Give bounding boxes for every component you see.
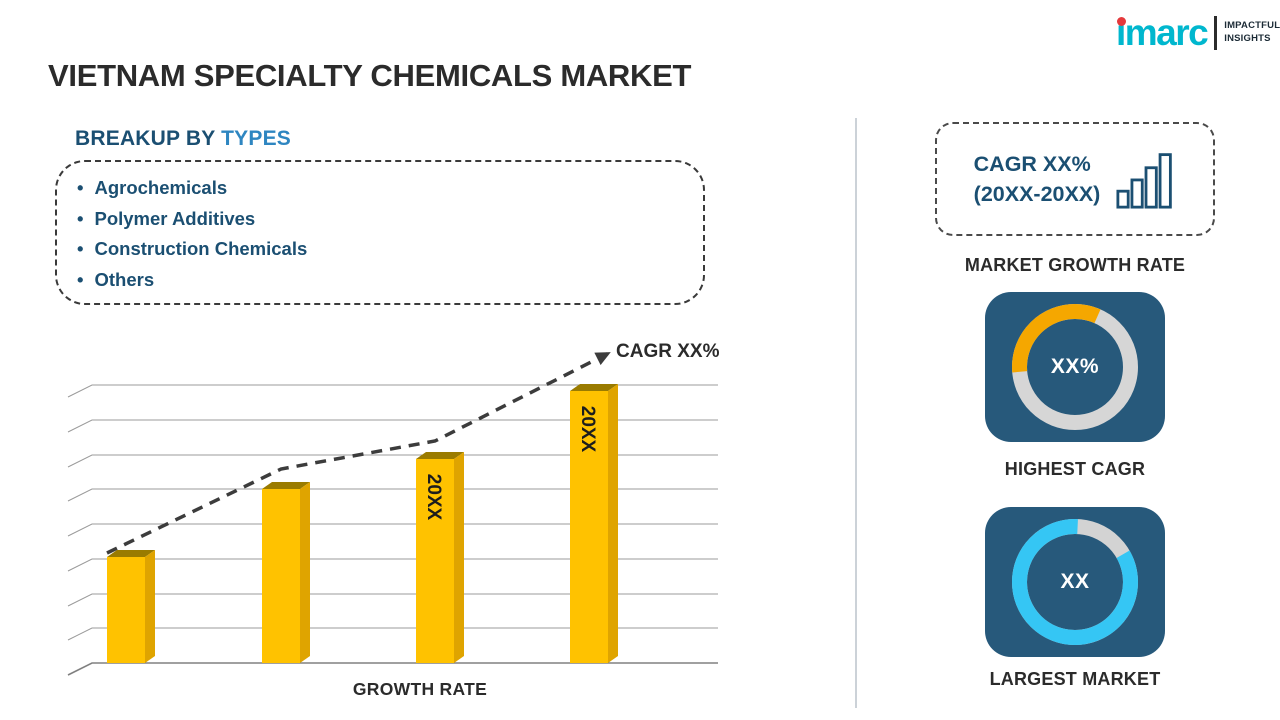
list-item: • Others [77,265,703,296]
vertical-divider [855,118,857,708]
largest-market-value: XX [1060,570,1090,593]
breakup-heading: BREAKUP BY TYPES [75,127,291,151]
chart-gridlines [67,384,718,676]
highest-cagr-label: HIGHEST CAGR [1004,459,1146,479]
bar-side [454,452,464,663]
list-item: • Construction Chemicals [77,234,703,265]
list-item: • Polymer Additives [77,204,703,235]
cagr-text: CAGR XX% (20XX-20XX) [974,149,1101,209]
chart-x-axis-label: GROWTH RATE [352,679,488,699]
logo-divider [1214,15,1218,50]
market-growth-rate-box: CAGR XX% (20XX-20XX) [935,122,1215,236]
growth-bars-icon [1116,153,1173,209]
bar [416,459,454,663]
bullet-icon: • [77,207,84,229]
donut-segment [1012,519,1138,645]
list-item-label: Polymer Additives [94,207,256,229]
types-list: • Agrochemicals • Polymer Additives • Const… [77,173,703,295]
bullet-icon: • [77,268,84,290]
bar-side [300,482,310,663]
bar [570,391,608,663]
bar-top [107,550,155,557]
list-item-label: Construction Chemicals [94,238,308,259]
list-item-label: Agrochemicals [94,177,228,198]
bar-chart: 20XX 20XX [67,351,718,676]
imarc-logo-text: imarc [1116,12,1209,53]
bar [107,557,145,663]
list-item-label: Others [94,268,155,290]
bar-side [145,550,155,663]
list-item: • Agrochemicals [77,173,703,204]
logo-tagline-line1: IMPACTFUL [1224,20,1280,32]
breakup-heading-prefix: BREAKUP BY [75,127,222,150]
bar-label: 20XX [423,474,444,521]
trend-cagr-label: CAGR XX% [616,341,720,362]
breakup-heading-highlight: TYPES [221,127,291,150]
bullet-icon: • [77,177,84,198]
cagr-line2: (20XX-20XX) [973,182,1101,206]
trend-arrow [106,351,611,555]
logo-tagline-line2: INSIGHTS [1224,32,1271,44]
cagr-line1: CAGR XX% [973,151,1091,176]
bar-top [262,482,310,489]
imarc-logo: imarc IMPACTFUL INSIGHTS [1116,14,1280,51]
highest-cagr-value: XX% [1050,355,1100,378]
bar [262,489,300,663]
bar-top [416,452,464,459]
bullet-icon: • [77,238,84,259]
page-title: VIETNAM SPECIALTY CHEMICALS MARKET [48,58,692,93]
largest-market-label: LARGEST MARKET [989,669,1161,689]
imarc-logo-red-dot-icon [1117,17,1126,26]
bar-top [570,384,618,391]
trend-line [106,351,611,555]
imarc-logo-wordmark: imarc [1116,12,1209,53]
market-growth-rate-label: MARKET GROWTH RATE [964,255,1186,275]
highest-cagr-donut [1011,304,1138,430]
highest-cagr-tile: XX% [985,292,1165,442]
largest-market-tile: XX [985,507,1165,657]
largest-market-donut [1012,519,1138,645]
chart-bars: 20XX 20XX [107,384,618,663]
types-box: • Agrochemicals • Polymer Additives • Const… [55,160,705,305]
bar-label: 20XX [577,406,598,453]
bar-side [608,384,618,663]
logo-tagline: IMPACTFUL INSIGHTS [1224,20,1280,45]
